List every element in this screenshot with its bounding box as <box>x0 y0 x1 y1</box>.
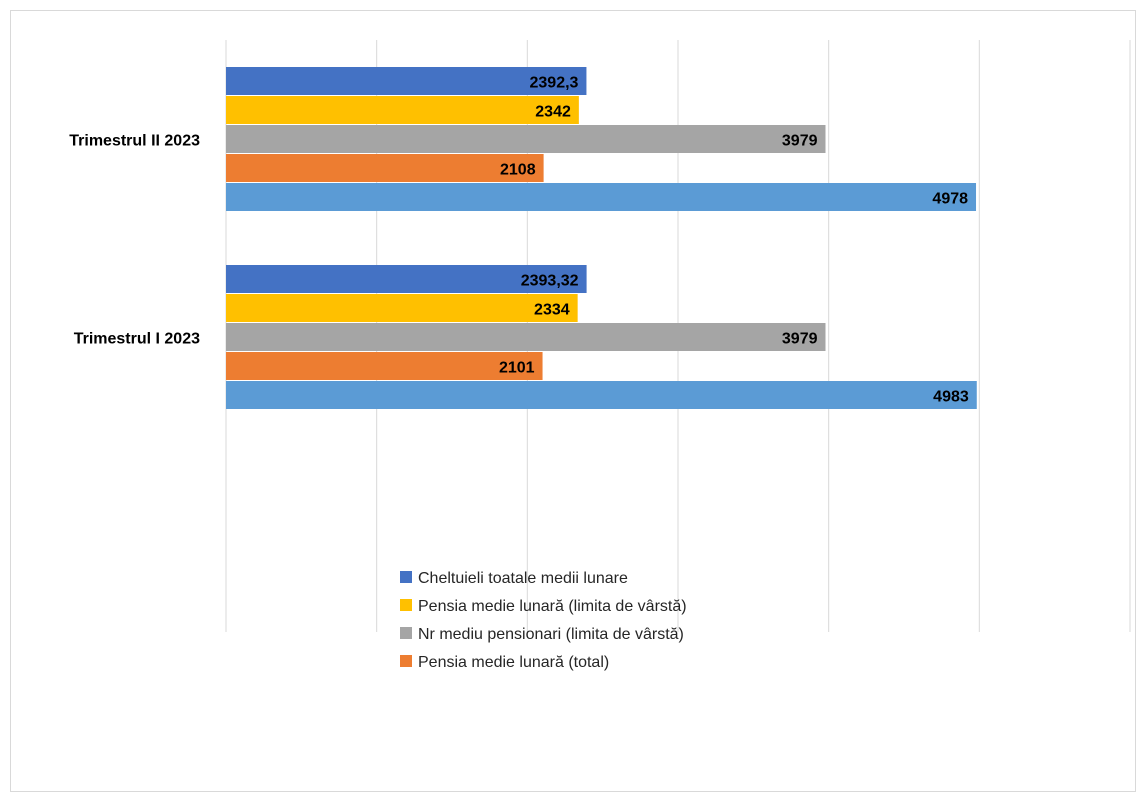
legend-label: Cheltuieli toatale medii lunare <box>418 570 628 587</box>
bar <box>226 323 826 351</box>
category-labels: Trimestrul I 2023 Trimestrul II 2023 <box>69 133 200 348</box>
legend-swatch <box>400 627 412 639</box>
legend-label: Pensia medie lunară (total) <box>418 654 609 671</box>
data-label: 4978 <box>932 191 968 208</box>
legend-swatch <box>400 571 412 583</box>
data-label: 2393,32 <box>521 273 579 290</box>
data-label: 2342 <box>535 104 571 121</box>
bar <box>226 294 578 322</box>
legend-label: Pensia medie lunară (limita de vârstă) <box>418 598 687 615</box>
bar <box>226 183 977 211</box>
data-label: 3979 <box>782 331 818 348</box>
data-label: 4983 <box>933 389 969 406</box>
bars <box>226 67 977 409</box>
bar <box>226 381 977 409</box>
data-label: 2108 <box>500 162 536 179</box>
data-label: 2334 <box>534 302 570 319</box>
category-label: Trimestrul II 2023 <box>69 133 200 150</box>
legend: Cheltuieli toatale medii lunare Pensia me… <box>400 570 687 671</box>
data-label: 2392,3 <box>530 75 579 92</box>
category-label: Trimestrul I 2023 <box>74 331 200 348</box>
bar <box>226 352 543 380</box>
bar <box>226 67 587 95</box>
data-label: 3979 <box>782 133 818 150</box>
legend-swatch <box>400 599 412 611</box>
legend-swatch <box>400 655 412 667</box>
bar <box>226 154 544 182</box>
data-label: 2101 <box>499 360 535 377</box>
legend-label: Nr mediu pensionari (limita de vârstă) <box>418 626 684 643</box>
bar <box>226 96 579 124</box>
data-labels: 2393,32 2334 3979 2101 4983 2392,3 2342 3979 210… <box>499 75 969 406</box>
bar <box>226 265 587 293</box>
bar <box>226 125 826 153</box>
